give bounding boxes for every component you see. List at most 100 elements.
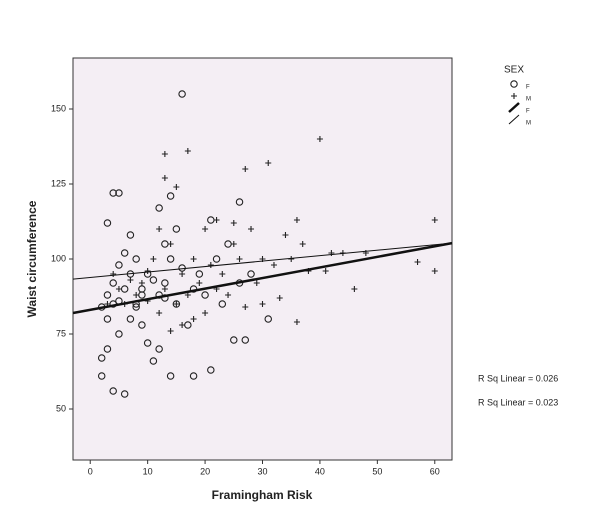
legend-label: M	[526, 97, 531, 103]
data-point	[115, 330, 123, 338]
data-point	[126, 315, 135, 323]
legend-line	[508, 114, 520, 125]
data-point	[120, 249, 129, 257]
data-point	[155, 345, 163, 353]
data-point	[202, 310, 209, 316]
data-point	[179, 271, 186, 277]
x-tick-label: 10	[143, 466, 153, 476]
data-point	[166, 255, 175, 263]
data-point	[115, 261, 123, 269]
data-point	[179, 322, 186, 328]
data-point	[103, 315, 112, 323]
data-point	[414, 259, 421, 265]
y-tick-label: 100	[51, 253, 66, 263]
data-point	[230, 241, 237, 247]
data-point	[173, 301, 180, 307]
data-point	[173, 184, 180, 190]
data-point	[225, 292, 232, 298]
data-point	[144, 268, 151, 274]
data-point	[156, 310, 163, 316]
data-point	[149, 357, 158, 365]
data-point	[161, 286, 168, 292]
data-point	[110, 271, 117, 277]
data-point	[219, 271, 226, 277]
data-point	[109, 189, 117, 197]
data-point	[247, 270, 255, 278]
data-point	[212, 255, 221, 263]
data-point	[97, 354, 106, 362]
data-point	[431, 217, 438, 223]
data-point	[316, 136, 323, 142]
data-point	[265, 160, 272, 166]
data-point	[322, 268, 329, 274]
data-point	[207, 262, 214, 268]
annotation: R Sq Linear = 0.023	[478, 397, 558, 407]
data-point	[270, 262, 277, 268]
y-tick-label: 75	[56, 328, 66, 338]
annotation: R Sq Linear = 0.026	[478, 373, 558, 383]
data-point	[207, 366, 215, 374]
y-axis-title: Waist circumference	[25, 200, 39, 317]
data-point	[431, 268, 438, 274]
data-point	[293, 319, 300, 325]
data-point	[195, 270, 204, 278]
data-point	[143, 339, 152, 347]
data-point	[282, 232, 289, 238]
legend-marker	[510, 80, 518, 88]
data-point	[115, 189, 123, 197]
data-point	[103, 345, 112, 353]
data-point	[97, 372, 106, 380]
data-point	[133, 292, 140, 298]
data-point	[166, 372, 175, 380]
data-point	[138, 321, 146, 329]
legend-marker	[511, 93, 517, 99]
data-point	[196, 280, 203, 286]
data-point	[172, 300, 181, 308]
data-point	[201, 291, 209, 299]
data-point	[156, 226, 163, 232]
x-axis-title: Framingham Risk	[212, 488, 313, 502]
data-point	[109, 279, 117, 287]
data-point	[242, 166, 249, 172]
data-point	[264, 315, 272, 323]
data-point	[299, 241, 306, 247]
x-tick-label: 40	[315, 466, 325, 476]
data-point	[248, 226, 255, 232]
legend-label: M	[526, 121, 531, 127]
data-point	[150, 256, 157, 262]
data-point	[109, 387, 117, 395]
x-tick-label: 0	[88, 466, 93, 476]
data-point	[178, 90, 186, 98]
data-point	[166, 192, 175, 200]
x-tick-label: 60	[430, 466, 440, 476]
data-point	[230, 220, 237, 226]
data-point	[161, 151, 168, 157]
data-point	[202, 226, 209, 232]
x-tick-label: 20	[200, 466, 210, 476]
data-point	[230, 336, 238, 344]
data-point	[132, 303, 140, 311]
data-point	[276, 295, 283, 301]
data-point	[126, 231, 135, 239]
data-point	[190, 256, 197, 262]
data-point	[161, 175, 168, 181]
y-tick-label: 50	[56, 403, 66, 413]
x-tick-label: 30	[257, 466, 267, 476]
data-point	[103, 291, 112, 299]
data-point	[127, 277, 134, 283]
data-point	[115, 286, 122, 292]
data-point	[241, 336, 250, 344]
data-point	[132, 255, 140, 263]
y-tick-label: 125	[51, 178, 66, 188]
fit-line	[72, 242, 453, 280]
data-point	[155, 204, 163, 212]
fit-line	[72, 241, 453, 315]
data-point	[172, 225, 181, 233]
data-point	[293, 217, 300, 223]
legend-label: F	[526, 109, 530, 115]
data-point	[218, 300, 227, 308]
data-point	[167, 241, 174, 247]
data-point	[190, 316, 197, 322]
